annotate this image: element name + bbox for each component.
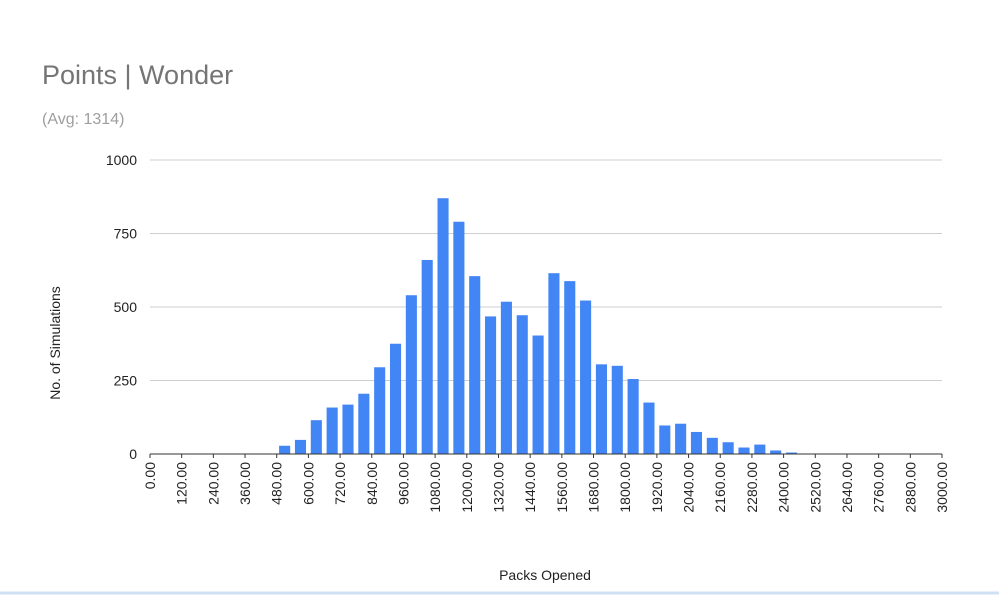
bar xyxy=(690,431,703,454)
x-tick-label: 3000.00 xyxy=(934,462,950,513)
bar xyxy=(358,393,370,454)
y-tick-label: 1000 xyxy=(106,152,137,168)
bar xyxy=(405,295,417,454)
bar xyxy=(675,423,687,454)
x-tick-label: 2040.00 xyxy=(681,462,697,513)
bar xyxy=(738,447,750,454)
x-tick-label: 960.00 xyxy=(395,462,411,505)
bar xyxy=(706,437,718,454)
chart-subtitle: (Avg: 1314) xyxy=(42,111,124,128)
bar xyxy=(770,450,782,454)
bar xyxy=(374,367,386,454)
bar xyxy=(279,445,291,454)
bar xyxy=(453,221,465,454)
bar xyxy=(500,301,512,454)
y-tick-label: 0 xyxy=(129,446,137,462)
x-tick-label: 2160.00 xyxy=(712,462,728,513)
x-tick-label: 120.00 xyxy=(174,462,190,505)
bar xyxy=(754,444,766,454)
bar xyxy=(326,407,338,454)
x-tick-label: 1800.00 xyxy=(617,462,633,513)
x-tick-label: 1560.00 xyxy=(554,462,570,513)
x-tick-label: 240.00 xyxy=(205,462,221,505)
x-tick-label: 360.00 xyxy=(237,462,253,505)
chart-title: Points | Wonder xyxy=(42,60,233,90)
y-tick-label: 500 xyxy=(114,299,138,315)
bar xyxy=(548,273,560,454)
x-tick-label: 0.00 xyxy=(142,462,158,489)
bar xyxy=(595,364,607,454)
bar xyxy=(643,402,655,454)
bar xyxy=(421,259,433,454)
bar xyxy=(437,198,449,454)
x-tick-label: 2880.00 xyxy=(902,462,918,513)
bar xyxy=(342,404,354,454)
bar xyxy=(516,315,528,454)
bar xyxy=(310,420,322,454)
x-tick-label: 1920.00 xyxy=(649,462,665,513)
bar xyxy=(469,276,481,454)
x-tick-label: 1440.00 xyxy=(522,462,538,513)
bar xyxy=(785,452,798,454)
x-tick-label: 2520.00 xyxy=(807,462,823,513)
y-tick-label: 750 xyxy=(114,226,138,242)
bar xyxy=(485,316,497,454)
y-tick-label: 250 xyxy=(114,373,138,389)
x-tick-label: 1320.00 xyxy=(490,462,506,513)
x-tick-label: 2760.00 xyxy=(871,462,887,513)
x-tick-label: 1680.00 xyxy=(586,462,602,513)
bar xyxy=(611,365,623,454)
x-tick-label: 1200.00 xyxy=(459,462,475,513)
x-tick-label: 600.00 xyxy=(300,462,316,505)
x-tick-label: 1080.00 xyxy=(427,462,443,513)
bar xyxy=(294,439,307,454)
x-tick-label: 2280.00 xyxy=(744,462,760,513)
bar xyxy=(389,343,402,454)
bar xyxy=(580,300,592,454)
x-axis-label: Packs Opened xyxy=(499,567,591,583)
x-tick-label: 840.00 xyxy=(364,462,380,505)
bar xyxy=(627,379,639,454)
bar xyxy=(564,281,576,454)
bar xyxy=(532,335,544,454)
bar xyxy=(722,442,734,454)
x-tick-label: 720.00 xyxy=(332,462,348,505)
y-axis-label: No. of Simulations xyxy=(47,286,63,400)
x-tick-label: 480.00 xyxy=(269,462,285,505)
bar xyxy=(659,425,671,454)
x-tick-label: 2640.00 xyxy=(839,462,855,513)
x-tick-label: 2400.00 xyxy=(776,462,792,513)
